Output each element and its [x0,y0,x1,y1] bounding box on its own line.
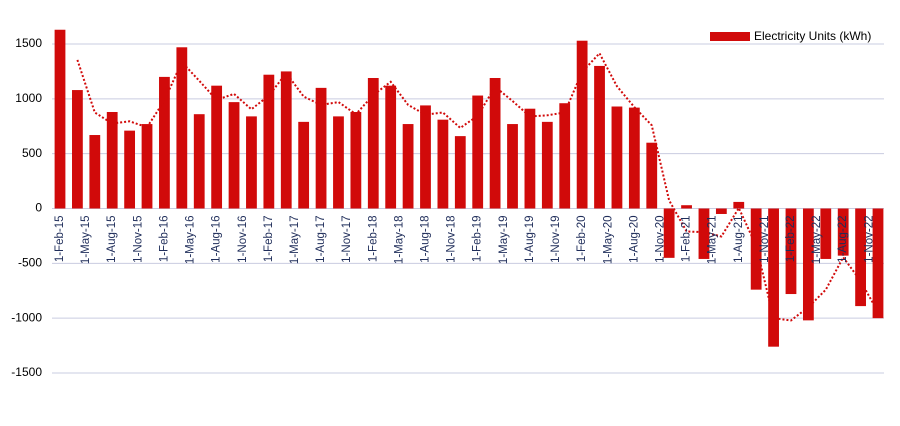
x-tick-label: 1-Nov-18 [446,216,458,263]
y-tick-label: -500 [18,256,42,270]
bar [559,103,571,209]
legend-item: Electricity Units (kWh) [710,29,871,43]
x-tick-label: 1-Aug-20 [628,216,640,263]
x-tick-label: 1-May-17 [289,216,301,265]
bar [663,208,675,258]
bar [802,208,814,321]
x-tick-label: 1-Aug-18 [420,216,432,263]
bar [628,107,640,209]
bar [698,208,710,259]
bar [159,76,170,209]
x-tick-label: 1-Nov-15 [132,216,144,263]
bar [646,142,658,209]
x-tick-label: 1-Feb-16 [158,216,170,263]
bar [837,208,849,256]
x-tick-label: 1-May-18 [393,216,405,265]
bar [576,40,588,209]
x-tick-label: 1-May-15 [80,216,92,265]
x-tick-label: 1-Feb-20 [576,216,588,263]
bar [872,208,884,319]
legend-label: Electricity Units (kWh) [754,29,871,43]
bar [820,208,832,259]
bar [367,77,379,209]
bar [106,111,118,209]
y-tick-label: -1000 [11,310,42,324]
bar [315,87,327,209]
y-tick-label: 500 [22,146,42,160]
bar [611,106,623,209]
x-tick-label: 1-May-20 [602,216,614,265]
x-tick-label: 1-Nov-20 [654,216,666,263]
bar [524,108,536,209]
x-tick-label: 1-Aug-17 [315,216,327,263]
bar [124,130,136,209]
x-tick-label: 1-Feb-15 [54,216,66,263]
bar [176,47,188,209]
bar [402,124,414,209]
x-tick-label: 1-Feb-22 [785,216,797,263]
x-tick-label: 1-Aug-21 [733,216,745,263]
x-tick-label: 1-Feb-17 [263,216,275,263]
bar [89,135,101,209]
legend-swatch [710,32,750,41]
bar [246,116,257,209]
x-tick-label: 1-May-19 [498,216,510,265]
bar [298,121,310,209]
y-tick-label: -1500 [11,365,42,379]
x-tick-label: 1-Feb-21 [681,216,693,263]
y-tick-label: 1000 [15,91,42,105]
bar [507,124,518,209]
bar [454,136,466,209]
bar [472,95,484,209]
bar [785,208,797,295]
bar [228,102,240,209]
bar [594,65,605,209]
grid [52,43,884,374]
x-tick-label: 1-Feb-18 [367,216,379,263]
bar [193,114,205,209]
y-tick-label: 0 [35,201,42,215]
x-tick-label: 1-Nov-16 [237,216,249,263]
x-tick-label: 1-Aug-16 [211,216,223,263]
x-tick-label: 1-Feb-19 [472,216,484,263]
bar [768,208,779,347]
x-tick-label: 1-Nov-22 [863,216,875,263]
bar [489,77,501,209]
bar [541,121,553,209]
bar [385,85,397,209]
bar [733,201,745,209]
x-tick-label: 1-May-21 [707,216,719,265]
x-tick-label: 1-Aug-15 [106,216,118,263]
x-tick-label: 1-Aug-19 [524,216,536,263]
y-tick-label: 1500 [15,36,42,50]
x-tick-label: 1-Aug-22 [837,216,849,263]
bar [54,29,66,209]
bar [855,208,866,307]
bar [350,111,362,209]
x-tick-label: 1-May-22 [811,216,823,265]
x-tick-label: 1-Nov-19 [550,216,562,263]
trend-line [76,51,879,322]
bar [141,124,153,209]
bar [211,85,223,209]
bar [437,119,449,209]
bar [333,116,344,209]
x-tick-label: 1-Nov-21 [759,216,771,263]
bar [280,71,292,209]
x-tick-label: 1-May-16 [185,216,197,265]
bar [420,105,431,209]
bar [72,90,83,209]
x-tick-label: 1-Nov-17 [341,216,353,263]
bar [750,208,762,290]
bar [681,205,692,209]
bar [263,74,275,209]
bar [715,208,727,214]
